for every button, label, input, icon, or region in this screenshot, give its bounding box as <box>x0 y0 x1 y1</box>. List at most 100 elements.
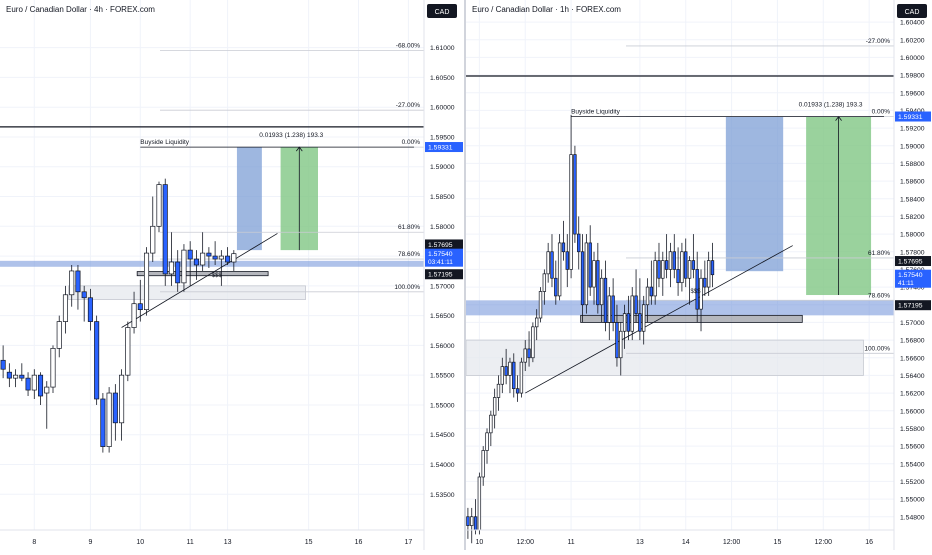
candle-body[interactable] <box>504 366 508 376</box>
candle-body[interactable] <box>489 414 493 434</box>
candle-body[interactable] <box>634 295 638 314</box>
candle-body[interactable] <box>200 252 206 266</box>
candle-body[interactable] <box>470 516 474 526</box>
candle-body[interactable] <box>477 476 482 531</box>
candle-body[interactable] <box>619 330 623 359</box>
candle-body[interactable] <box>512 361 516 390</box>
candle-body[interactable] <box>592 260 596 288</box>
candle-body[interactable] <box>492 397 497 416</box>
candle-body[interactable] <box>193 258 199 266</box>
candle-body[interactable] <box>206 252 212 257</box>
candle-body[interactable] <box>611 295 615 323</box>
candle-body[interactable] <box>69 270 75 296</box>
candle-body[interactable] <box>519 361 524 394</box>
candle-body[interactable] <box>649 286 654 297</box>
trendline[interactable] <box>121 233 278 328</box>
candle-body[interactable] <box>175 261 181 284</box>
candle-body[interactable] <box>596 260 600 306</box>
candle-body[interactable] <box>168 261 175 275</box>
candle-body[interactable] <box>580 251 585 306</box>
candle-body[interactable] <box>125 327 131 376</box>
candle-body[interactable] <box>550 251 554 279</box>
candle-body[interactable] <box>676 269 680 284</box>
candle-body[interactable] <box>156 184 162 227</box>
candle-body[interactable] <box>218 255 224 260</box>
candle-body[interactable] <box>6 371 12 379</box>
candle-body[interactable] <box>508 361 512 376</box>
candle-body[interactable] <box>0 359 6 370</box>
candle-body[interactable] <box>473 516 478 531</box>
candle-body[interactable] <box>653 260 657 297</box>
candle-body[interactable] <box>50 348 56 388</box>
candle-body[interactable] <box>94 321 100 400</box>
candle-body[interactable] <box>672 251 676 270</box>
candle-body[interactable] <box>523 348 527 363</box>
candle-body[interactable] <box>212 255 218 260</box>
candle-body[interactable] <box>187 249 193 260</box>
candle-body[interactable] <box>87 297 93 322</box>
candle-body[interactable] <box>584 242 589 306</box>
candle-body[interactable] <box>25 377 31 391</box>
candle-body[interactable] <box>13 374 19 379</box>
candle-body[interactable] <box>577 233 581 253</box>
candle-body[interactable] <box>112 392 118 424</box>
candle-body[interactable] <box>668 251 673 270</box>
candle-body[interactable] <box>466 516 470 526</box>
candle-body[interactable] <box>162 184 168 275</box>
panel-divider[interactable] <box>464 0 466 550</box>
candle-body[interactable] <box>181 249 187 284</box>
candle-body[interactable] <box>557 242 562 297</box>
chart-panel-4h[interactable]: -68.00% -27.00% 0.00% 61.80% 78.60% 100.00% Bu… <box>0 0 464 550</box>
candle-body[interactable] <box>706 260 711 288</box>
candle-body[interactable] <box>100 398 106 447</box>
candle-body[interactable] <box>565 251 569 270</box>
candle-body[interactable] <box>150 225 156 254</box>
candle-body[interactable] <box>615 322 619 359</box>
candle-body[interactable] <box>515 388 520 394</box>
candle-body[interactable] <box>703 277 707 288</box>
long-position-box[interactable] <box>236 147 262 251</box>
candle-body[interactable] <box>622 313 627 332</box>
trendline[interactable] <box>525 245 793 394</box>
candle-body[interactable] <box>561 242 566 253</box>
candle-body[interactable] <box>607 295 611 323</box>
candle-body[interactable] <box>630 295 634 332</box>
currency-badge[interactable] <box>897 4 927 18</box>
candle-body[interactable] <box>231 253 237 263</box>
candle-body[interactable] <box>546 251 550 275</box>
candle-body[interactable] <box>699 277 703 310</box>
candle-body[interactable] <box>710 260 715 276</box>
candle-body[interactable] <box>680 251 684 284</box>
candle-body[interactable] <box>62 294 69 322</box>
candle-body[interactable] <box>626 313 631 332</box>
candle-body[interactable] <box>119 374 125 424</box>
candle-body[interactable] <box>143 252 150 311</box>
currency-badge[interactable] <box>427 4 457 18</box>
candle-body[interactable] <box>569 154 573 270</box>
candle-body[interactable] <box>527 348 531 359</box>
candle-body[interactable] <box>695 269 699 310</box>
candle-body[interactable] <box>573 154 577 235</box>
candle-body[interactable] <box>496 383 501 398</box>
candle-body[interactable] <box>657 260 661 279</box>
candle-body[interactable] <box>106 392 112 447</box>
candle-body[interactable] <box>500 366 504 385</box>
candle-body[interactable] <box>687 260 692 279</box>
candle-body[interactable] <box>661 260 665 279</box>
candle-body[interactable] <box>535 317 539 328</box>
candle-body[interactable] <box>664 260 669 270</box>
candle-body[interactable] <box>131 303 137 328</box>
candle-body[interactable] <box>37 374 44 397</box>
chart-panel-1h[interactable]: -27.00% 0.00% 61.80% 78.60% 100.00% Buyside L… <box>465 0 932 550</box>
candle-body[interactable] <box>542 273 547 292</box>
candle-body[interactable] <box>599 277 604 306</box>
candle-body[interactable] <box>538 291 543 319</box>
candle-body[interactable] <box>485 432 489 451</box>
candle-body[interactable] <box>638 313 642 332</box>
candle-body[interactable] <box>554 277 558 297</box>
candle-body[interactable] <box>645 286 650 306</box>
candle-body[interactable] <box>75 270 81 293</box>
candle-body[interactable] <box>642 304 646 332</box>
candle-body[interactable] <box>225 255 231 263</box>
